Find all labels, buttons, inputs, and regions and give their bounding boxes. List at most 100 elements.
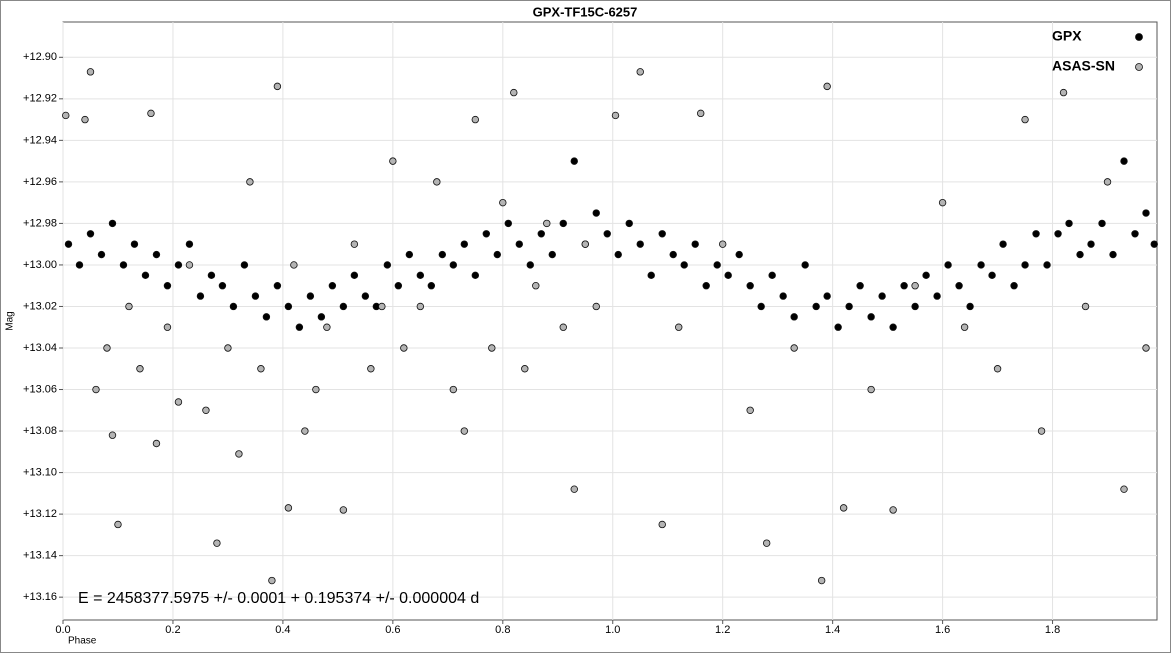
data-point [938, 198, 947, 207]
data-point [532, 282, 540, 290]
y-tick-label: +12.92 [23, 93, 57, 105]
data-point [499, 198, 507, 207]
data-point [273, 82, 282, 91]
data-point [559, 219, 567, 228]
data-point [152, 250, 161, 259]
data-point [108, 431, 117, 439]
y-tick-label: +13.08 [23, 425, 57, 437]
data-point [185, 261, 194, 269]
data-point [235, 450, 243, 458]
x-tick-label: 1.2 [715, 624, 730, 636]
data-point [570, 157, 578, 165]
data-point [697, 109, 705, 118]
data-point [603, 230, 611, 238]
y-tick-label: +13.06 [23, 383, 57, 395]
data-point [1109, 250, 1117, 259]
data-point [559, 323, 567, 331]
data-point [724, 271, 732, 280]
data-point [268, 576, 276, 585]
y-tick-label: +13.12 [23, 508, 57, 520]
data-point [636, 68, 644, 76]
data-point [75, 261, 84, 269]
data-point [713, 261, 721, 269]
data-point [405, 250, 414, 259]
data-point [746, 282, 754, 290]
data-point [196, 292, 205, 300]
data-point [548, 250, 556, 259]
data-point [1081, 302, 1090, 311]
data-point [119, 261, 128, 269]
data-point [262, 313, 271, 321]
data-point [323, 323, 331, 331]
data-point [680, 261, 688, 269]
data-point [295, 323, 304, 331]
data-point [400, 344, 408, 352]
data-point [526, 261, 534, 269]
x-tick-label: 1.4 [825, 624, 840, 636]
data-point [779, 292, 787, 300]
data-point [1150, 240, 1158, 248]
data-point [97, 250, 106, 259]
data-point [1054, 230, 1062, 238]
y-tick-label: +13.04 [23, 342, 57, 354]
data-point [92, 385, 100, 394]
y-tick-label: +12.98 [23, 217, 57, 229]
data-point [350, 240, 359, 248]
data-point [515, 240, 523, 248]
data-point [510, 88, 518, 97]
data-point [125, 302, 133, 311]
data-point [1043, 261, 1051, 269]
data-point [339, 506, 348, 514]
data-point [911, 282, 919, 290]
points [62, 68, 1158, 585]
data-point [224, 344, 232, 352]
data-point [284, 302, 293, 311]
data-point [856, 282, 864, 290]
data-point [1059, 88, 1068, 97]
y-axis-label: Mag [5, 311, 16, 330]
data-point [108, 219, 117, 228]
annotation: E = 2458377.5975 +/- 0.0001 + 0.195374 +… [78, 590, 479, 607]
data-point [306, 292, 315, 300]
data-point [757, 302, 765, 311]
data-point [1037, 427, 1046, 435]
data-point [251, 292, 260, 300]
data-point [1021, 115, 1029, 124]
data-point [218, 282, 227, 290]
data-point [471, 115, 480, 124]
data-point [977, 261, 985, 269]
data-point [1010, 282, 1018, 290]
data-point [103, 344, 111, 352]
data-point [933, 292, 941, 300]
data-point [213, 539, 221, 547]
data-point [900, 282, 908, 290]
data-point [174, 261, 183, 269]
data-point [130, 240, 139, 248]
data-point [867, 385, 875, 394]
data-point [471, 271, 480, 280]
x-tick-label: 0.8 [495, 624, 510, 636]
data-point [658, 520, 666, 529]
y-tick-label: +12.90 [23, 51, 57, 63]
y-tick-label: +12.96 [23, 176, 57, 188]
data-point [812, 302, 820, 311]
data-point [86, 230, 95, 238]
data-point [966, 302, 974, 311]
data-point [889, 506, 897, 514]
data-point [141, 271, 150, 280]
data-point [790, 344, 798, 352]
data-point [955, 282, 963, 290]
data-point [460, 240, 469, 248]
data-point [944, 261, 952, 269]
x-tick-label: 1.8 [1045, 624, 1060, 636]
data-point [62, 111, 70, 120]
data-point [1076, 250, 1084, 259]
data-point [570, 485, 578, 493]
data-point [136, 365, 144, 373]
x-tick-label: 0.4 [275, 624, 290, 636]
data-point [625, 219, 633, 228]
plot-area [62, 21, 1158, 621]
data-point [1131, 230, 1139, 238]
x-tick-label: 1.0 [605, 624, 620, 636]
